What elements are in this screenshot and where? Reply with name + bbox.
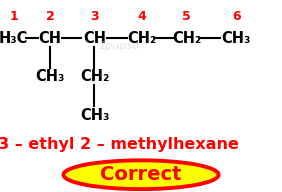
Text: CH₃: CH₃ <box>222 31 251 46</box>
Text: 1: 1 <box>9 10 18 23</box>
Ellipse shape <box>63 160 219 189</box>
Text: CH₂: CH₂ <box>172 31 201 46</box>
Text: 3: 3 <box>90 10 99 23</box>
Text: 6: 6 <box>232 10 241 23</box>
Text: CH: CH <box>39 31 62 46</box>
Text: CH₃: CH₃ <box>80 108 109 123</box>
Text: 1pupso: 1pupso <box>98 41 139 51</box>
Text: CH: CH <box>83 31 106 46</box>
Text: 3 – ethyl 2 – methylhexane: 3 – ethyl 2 – methylhexane <box>0 137 239 152</box>
Text: 5: 5 <box>182 10 191 23</box>
Text: Correct: Correct <box>100 165 182 184</box>
Text: H₃C: H₃C <box>0 31 28 46</box>
Text: 2: 2 <box>46 10 55 23</box>
Text: 4: 4 <box>137 10 146 23</box>
Text: CH₂: CH₂ <box>80 69 109 84</box>
Text: CH₂: CH₂ <box>127 31 156 46</box>
Text: CH₃: CH₃ <box>36 69 65 84</box>
